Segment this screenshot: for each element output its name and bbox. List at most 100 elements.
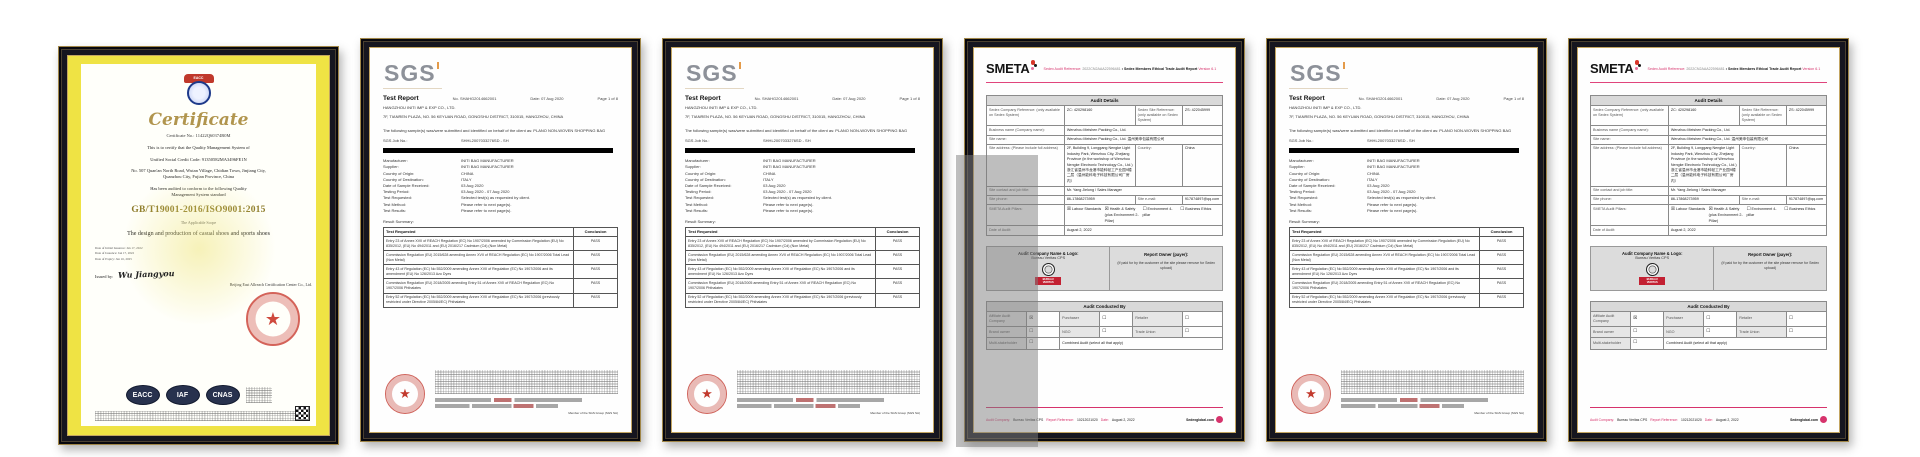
test-cell: Entry 43 of Regulation (EC) No 552/2009 … xyxy=(1289,264,1480,280)
bv-line2: VERITAS xyxy=(1042,280,1054,284)
table-row: Site phone: 86-17868273959 Site e-mail: … xyxy=(986,194,1224,206)
checkbox-unchecked-icon: ☐ xyxy=(1180,206,1185,212)
result-summary-table: Test Requested Conclusion Entry 23 of An… xyxy=(685,226,920,308)
test-cell: Commission Regulation (EU) 2018/2005 ame… xyxy=(1289,278,1480,294)
client-name: HANGZHOU INITI IMP & EXP CO., LTD. xyxy=(383,105,456,110)
site-ref-value: ZS: 422045999 xyxy=(1181,105,1224,127)
detail-row: Supplier: INITI BAG MANUFACTURER xyxy=(685,164,920,170)
detail-value: Please refer to next page(s). xyxy=(763,201,814,207)
badge-ring-icon xyxy=(186,81,211,105)
sgs-logo-accent-icon xyxy=(1342,62,1345,69)
footer-reference-value: 10212021020 xyxy=(1681,417,1702,422)
audit-company-label: Audit Company Name & Logo: xyxy=(1017,250,1079,256)
footer-date-label: Date: xyxy=(1100,417,1109,422)
red-seal-stamp: ★ xyxy=(687,374,727,414)
bv-line1: BUREAU xyxy=(1646,277,1658,281)
country-label: Country: xyxy=(1738,143,1787,187)
checkbox-cell: ☐ xyxy=(1099,326,1134,339)
sgs-logo-accent-icon xyxy=(738,62,741,69)
job-number-label: SGS Job No.: xyxy=(383,138,408,144)
test-cell: Entry 43 of Regulation (EC) No 552/2009 … xyxy=(383,264,574,280)
site-ref-label: Sedex Site Reference: (only available on… xyxy=(1738,105,1787,127)
cnas-logo-icon: CNAS xyxy=(205,385,240,405)
framed-smeta-audit-report-1[interactable]: SMETA Sedex Audit Reference: 2022CN2AAA2… xyxy=(956,38,1245,447)
test-cell: Entry 52 of Regulation (EC) No 552/2009 … xyxy=(685,292,876,308)
table-row: Sedex Company Reference: (only available… xyxy=(986,105,1224,127)
checkbox-checked-icon: ☒ xyxy=(1066,206,1071,212)
eacc-logo-icon: EACC xyxy=(125,385,160,405)
audit-reference-label: Sedex Audit Reference: xyxy=(1647,67,1686,71)
audit-company-name: Bureau Veritas CPS xyxy=(1635,255,1670,260)
detail-label: Test Method: xyxy=(685,201,708,207)
job-number-row: SGS Job No.: SHHL2007033276SD - SH xyxy=(383,138,618,144)
detail-row: Country of Destination: ITALY xyxy=(685,177,920,183)
footer-address-line xyxy=(435,404,558,408)
checkbox-cell: ☒ xyxy=(1630,310,1665,328)
result-header-row: Test Requested Conclusion xyxy=(685,226,920,238)
result-row: Commission Regulation (EU) 2015/628 amen… xyxy=(685,250,920,266)
pink-divider xyxy=(1590,407,1827,408)
conclusion-cell: PASS xyxy=(573,278,618,294)
conducted-label: Retailer xyxy=(1132,310,1183,328)
pillars-label: SMETA Audit Pillars: xyxy=(1590,204,1669,227)
detail-value: 03 Aug 2020 xyxy=(461,182,484,188)
redacted-bar xyxy=(383,148,614,154)
detail-label: Date of Sample Received: xyxy=(685,182,732,188)
detail-label: Test Requested: xyxy=(383,195,412,201)
audit-company-cell: Audit Company Name & Logo: Bureau Verita… xyxy=(987,246,1110,290)
detail-row: Test Requested: Selected test(s) as reque… xyxy=(685,195,920,201)
audit-details-title: Audit Details xyxy=(1590,95,1827,107)
table-row: Site phone: 86-17868273959 Site e-mail: … xyxy=(1590,194,1828,206)
combined-audit-note: Combined Audit (select all that apply) xyxy=(1059,337,1223,350)
credit-code: Unified Social Credit Code: 91350582MA34… xyxy=(150,157,247,162)
footer-row: Audit Company: Bureau Veritas CPS Report… xyxy=(986,416,1223,423)
audit-details-header: Audit Details xyxy=(1590,95,1827,107)
audit-details-table: Audit Details Sedex Company Reference: (… xyxy=(986,95,1224,236)
framed-smeta-audit-report-2[interactable]: SMETA Sedex Audit Reference: 2022CN2AAA2… xyxy=(1568,38,1849,442)
checkbox-unchecked-icon: ☐ xyxy=(1788,315,1793,321)
site-name-value: Wenzhou Meishen Packing Co., Ltd. 温州美申包装… xyxy=(1063,134,1224,146)
report-header-row: Test Report No. SHAHG2014662001 Date: 07… xyxy=(383,95,618,102)
detail-label: Manufacturer: xyxy=(685,158,710,164)
result-row: Commission Regulation (EU) 2018/2005 ame… xyxy=(1289,278,1524,294)
conducted-label: Multi-stakeholder xyxy=(985,337,1028,350)
pillar-item: ☒Labour Standards xyxy=(1067,207,1104,214)
fine-print-block xyxy=(1341,370,1524,394)
business-name-value: Wenzhou Meishen Packing Co., Ltd. xyxy=(1063,125,1224,136)
audit-reference-line: Sedex Audit Reference: 2022CN2AAA2259648… xyxy=(1648,67,1821,72)
framed-iso9001-certificate[interactable]: EACC Certificate Certificate No.: 11422Q… xyxy=(58,46,339,445)
framed-sgs-test-report-1[interactable]: SGS Test Report No. SHAHG2014662001 Date… xyxy=(360,38,641,442)
checkbox-unchecked-icon: ☐ xyxy=(1184,315,1189,321)
sgs-report-clone: SGS Test Report No. SHAHG2014662001 Date… xyxy=(1275,47,1538,433)
conducted-label: Trade Union xyxy=(1736,326,1787,339)
smeta-audit-report-page: SMETA Sedex Audit Reference: 2022CN2AAA2… xyxy=(1577,47,1840,433)
report-page-count: Page 1 of 8 xyxy=(899,96,920,101)
detail-label: Country of Origin: xyxy=(383,170,415,176)
conducted-title: Audit Conducted By xyxy=(1590,300,1827,312)
sgs-logo: SGS xyxy=(1289,62,1348,89)
checkbox-checked-icon: ☒ xyxy=(1633,315,1638,321)
sgs-member-note: Member of the SGS Group (SGS SA) xyxy=(1474,411,1524,415)
detail-value: ITALY xyxy=(1367,176,1378,182)
audit-conducted-by-table: Audit Conducted By Affiliate Audit Compa… xyxy=(1589,300,1828,350)
report-owner-note: (If paid for by the customer of the site… xyxy=(1117,260,1216,271)
issuer-name: Beijing East Allreach Certification Cent… xyxy=(229,282,312,288)
framed-sgs-test-report-2[interactable]: SGS Test Report No. SHAHG2014662001 Date… xyxy=(662,38,943,442)
footer-company-value: Bureau Veritas CPS xyxy=(1013,417,1044,422)
smeta-footer: Audit Company: Bureau Veritas CPS Report… xyxy=(986,407,1223,423)
business-name-label: Business name (Company name): xyxy=(1590,125,1669,136)
table-row: SMETA Audit Pillars: ☒Labour Standards ☒… xyxy=(986,204,1224,227)
pink-divider xyxy=(986,407,1223,408)
checkbox-unchecked-icon: ☐ xyxy=(1029,329,1034,335)
pillar-label: Labour Standards xyxy=(1675,206,1706,211)
detail-value: 03 Aug 2020 xyxy=(763,182,786,188)
test-cell: Entry 52 of Regulation (EC) No 552/2009 … xyxy=(1289,292,1480,308)
report-owner-cell: Report Owner (payer): (If paid for by th… xyxy=(1713,246,1826,290)
report-details-list: Manufacturer: INITI BAG MANUFACTURER Supp… xyxy=(685,158,920,214)
framed-sgs-test-report-3[interactable]: SGS Test Report No. SHAHG2014662001 Date… xyxy=(1266,38,1547,442)
table-row: Date of Audit: August 2, 2022 xyxy=(986,225,1224,236)
detail-row: Supplier: INITI BAG MANUFACTURER xyxy=(1289,164,1524,170)
column-conclusion: Conclusion xyxy=(875,226,920,238)
bureau-veritas-logo-icon xyxy=(1645,262,1659,276)
